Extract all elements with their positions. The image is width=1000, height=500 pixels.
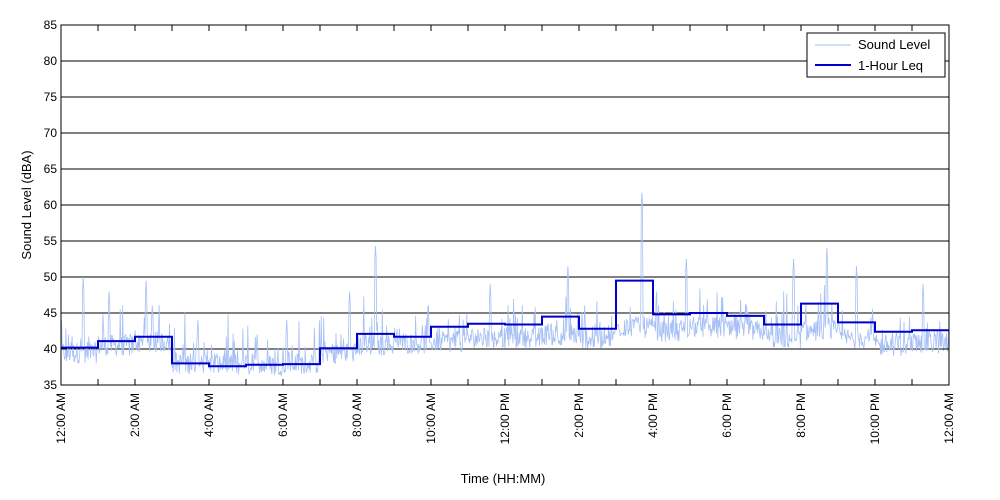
y-tick-label: 45 [44, 306, 58, 320]
legend-box [806, 32, 946, 78]
x-tick-label: 6:00 AM [276, 393, 290, 437]
y-tick-label: 80 [44, 54, 58, 68]
legend-label-sound-level: Sound Level [858, 37, 930, 52]
legend-label-leq: 1-Hour Leq [858, 58, 923, 73]
x-tick-label: 6:00 PM [720, 393, 734, 438]
x-tick-label: 2:00 AM [128, 393, 142, 437]
y-tick-label: 65 [44, 162, 58, 176]
y-axis-ticks: 35 40 45 50 55 60 65 70 75 80 85 [44, 18, 949, 392]
leq-series [61, 279, 949, 368]
y-tick-label: 35 [44, 378, 58, 392]
y-tick-label: 70 [44, 126, 58, 140]
y-tick-label: 60 [44, 198, 58, 212]
x-axis-label: Time (HH:MM) [461, 471, 546, 486]
y-tick-label: 40 [44, 342, 58, 356]
grid-lines [61, 60, 949, 350]
x-tick-label: 12:00 AM [942, 393, 956, 444]
x-tick-label: 2:00 PM [572, 393, 586, 438]
y-axis-label: Sound Level (dBA) [19, 150, 34, 259]
x-tick-label: 8:00 AM [350, 393, 364, 437]
x-tick-label: 8:00 PM [794, 393, 808, 438]
x-tick-label: 10:00 PM [868, 393, 882, 444]
x-axis-ticks: 12:00 AM 2:00 AM 4:00 AM 6:00 AM 8:00 AM 10:0… [54, 25, 956, 444]
x-tick-label: 12:00 PM [498, 393, 512, 444]
x-tick-label: 4:00 AM [202, 393, 216, 437]
x-tick-label: 4:00 PM [646, 393, 660, 438]
y-tick-label: 55 [44, 234, 58, 248]
leq-step-line [61, 279, 949, 368]
legend: Sound Level 1-Hour Leq [806, 32, 946, 78]
x-tick-label: 10:00 AM [424, 393, 438, 444]
y-tick-label: 75 [44, 90, 58, 104]
y-tick-label: 85 [44, 18, 58, 32]
x-tick-label: 12:00 AM [54, 393, 68, 444]
y-tick-label: 50 [44, 270, 58, 284]
